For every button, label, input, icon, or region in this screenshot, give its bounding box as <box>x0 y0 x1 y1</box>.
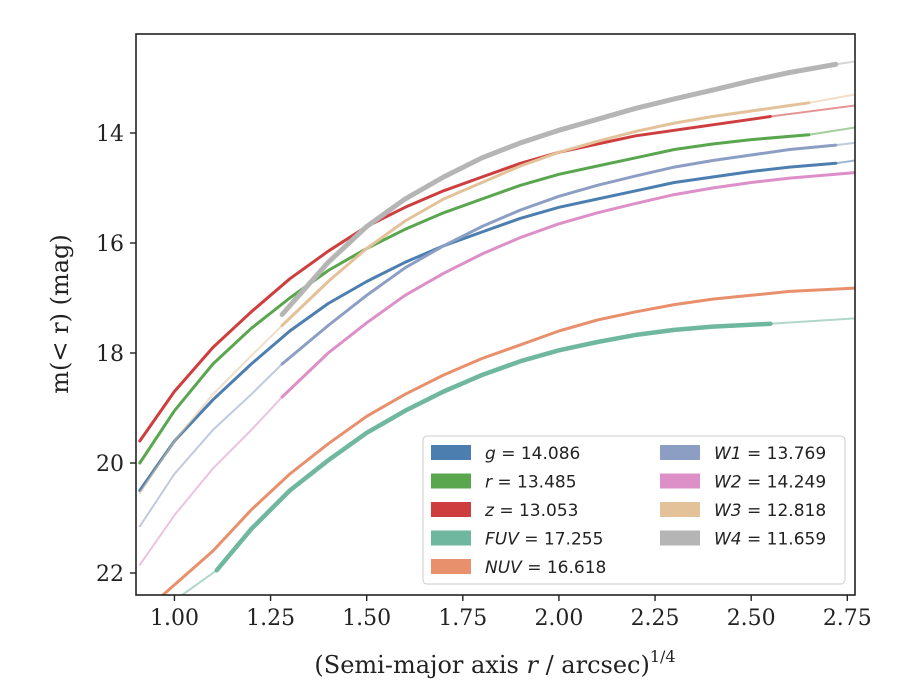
legend-label-variable: g <box>485 444 496 464</box>
x-tick-label: 1.75 <box>438 606 487 631</box>
series-line-z-outer <box>769 104 855 118</box>
legend-label-w4: W4 = 11.659 <box>714 530 826 550</box>
legend-swatch-g <box>431 445 471 460</box>
legend-swatch-fuv <box>431 530 471 546</box>
x-tick-label: 1.50 <box>342 606 391 631</box>
y-tick-label: 16 <box>96 232 124 257</box>
y-axis: 14 16 18 20 22 <box>96 122 136 587</box>
series-line-w3 <box>280 101 811 327</box>
legend-label-value: = 16.618 <box>522 558 607 578</box>
legend-label-variable: r <box>485 473 493 493</box>
legend-label-value: = 13.053 <box>494 501 579 521</box>
legend-label-variable: NUV <box>485 558 523 578</box>
legend-swatch-z <box>431 502 471 517</box>
series-line-w2-inner <box>138 396 284 566</box>
series-line-r-outer <box>807 126 855 136</box>
legend-swatch-w3 <box>660 502 700 517</box>
series-line-z <box>138 115 772 443</box>
series-line-w4 <box>279 61 839 317</box>
x-axis-label-variable: r <box>526 651 539 679</box>
legend-label-value: = 17.255 <box>519 530 604 550</box>
legend-label-variable: FUV <box>485 530 520 550</box>
legend-label-variable: W3 <box>714 501 742 521</box>
series-line-r <box>138 133 811 465</box>
x-tick-label: 1.00 <box>150 606 199 631</box>
y-tick-label: 14 <box>96 122 124 147</box>
legend-box <box>422 435 846 585</box>
legend-label-value: = 11.659 <box>742 530 827 550</box>
legend-label-fuv: FUV = 17.255 <box>485 530 603 550</box>
legend-label-g: g = 14.086 <box>485 444 580 464</box>
legend-label-nuv: NUV = 16.618 <box>485 558 606 578</box>
legend-label-value: = 14.249 <box>742 473 827 493</box>
series-line-g <box>138 161 838 492</box>
legend-label-z: z = 13.053 <box>484 501 578 521</box>
legend-swatch-nuv <box>431 559 471 574</box>
legend-label-value: = 13.485 <box>492 473 577 493</box>
plot-frame <box>135 33 856 596</box>
series-layer <box>138 60 855 595</box>
series-line-w3-outer <box>807 93 855 104</box>
series-line-w2 <box>280 171 855 399</box>
legend-label-w2: W2 = 14.249 <box>714 473 826 493</box>
legend-label-value: = 12.818 <box>742 501 827 521</box>
series-line-w1-inner <box>138 363 284 528</box>
x-axis: 1.00 1.25 1.50 1.75 2.00 2.25 2.50 2.75 <box>150 595 872 631</box>
legend-label-value: = 14.086 <box>496 444 581 464</box>
x-tick-label: 2.75 <box>823 606 872 631</box>
x-tick-label: 2.50 <box>727 606 776 631</box>
legend-label-variable: z <box>484 501 495 521</box>
x-tick-label: 1.25 <box>246 606 295 631</box>
series-line-w1-outer <box>834 141 855 147</box>
legend-swatch-r <box>431 473 471 489</box>
legend-label-variable: W2 <box>714 473 742 493</box>
legend-label-r: r = 13.485 <box>485 473 577 493</box>
y-tick-label: 18 <box>96 342 124 367</box>
series-line-w4-outer <box>834 60 855 66</box>
legend-label-value: = 13.769 <box>742 444 827 464</box>
legend-label-w1: W1 = 13.769 <box>714 444 826 464</box>
y-axis-label: m(< r) (mag) <box>46 234 74 393</box>
series-line-w3-inner <box>138 324 284 495</box>
legend-swatch-w1 <box>660 445 700 460</box>
legend-label-variable: W4 <box>714 530 742 550</box>
x-axis-label: (Semi-major axis r / arcsec)1/4 <box>314 647 675 679</box>
y-tick-label: 20 <box>96 452 124 477</box>
series-line-w1 <box>280 143 838 366</box>
series-line-nuv <box>161 286 855 595</box>
legend-swatch-w2 <box>660 473 700 489</box>
series-line-fuv <box>214 321 773 573</box>
series-line-fuv-outer <box>769 317 855 325</box>
series-line-fuv-inner <box>181 569 218 595</box>
legend-label-variable: W1 <box>714 444 742 464</box>
y-tick-label: 22 <box>96 562 124 587</box>
legend-swatch-w4 <box>660 530 700 546</box>
x-tick-label: 2.00 <box>534 606 583 631</box>
x-tick-label: 2.25 <box>631 606 680 631</box>
series-line-g-outer <box>834 159 855 165</box>
x-axis-label-exponent: 1/4 <box>650 647 676 666</box>
legend-label-w3: W3 = 12.818 <box>714 501 826 521</box>
